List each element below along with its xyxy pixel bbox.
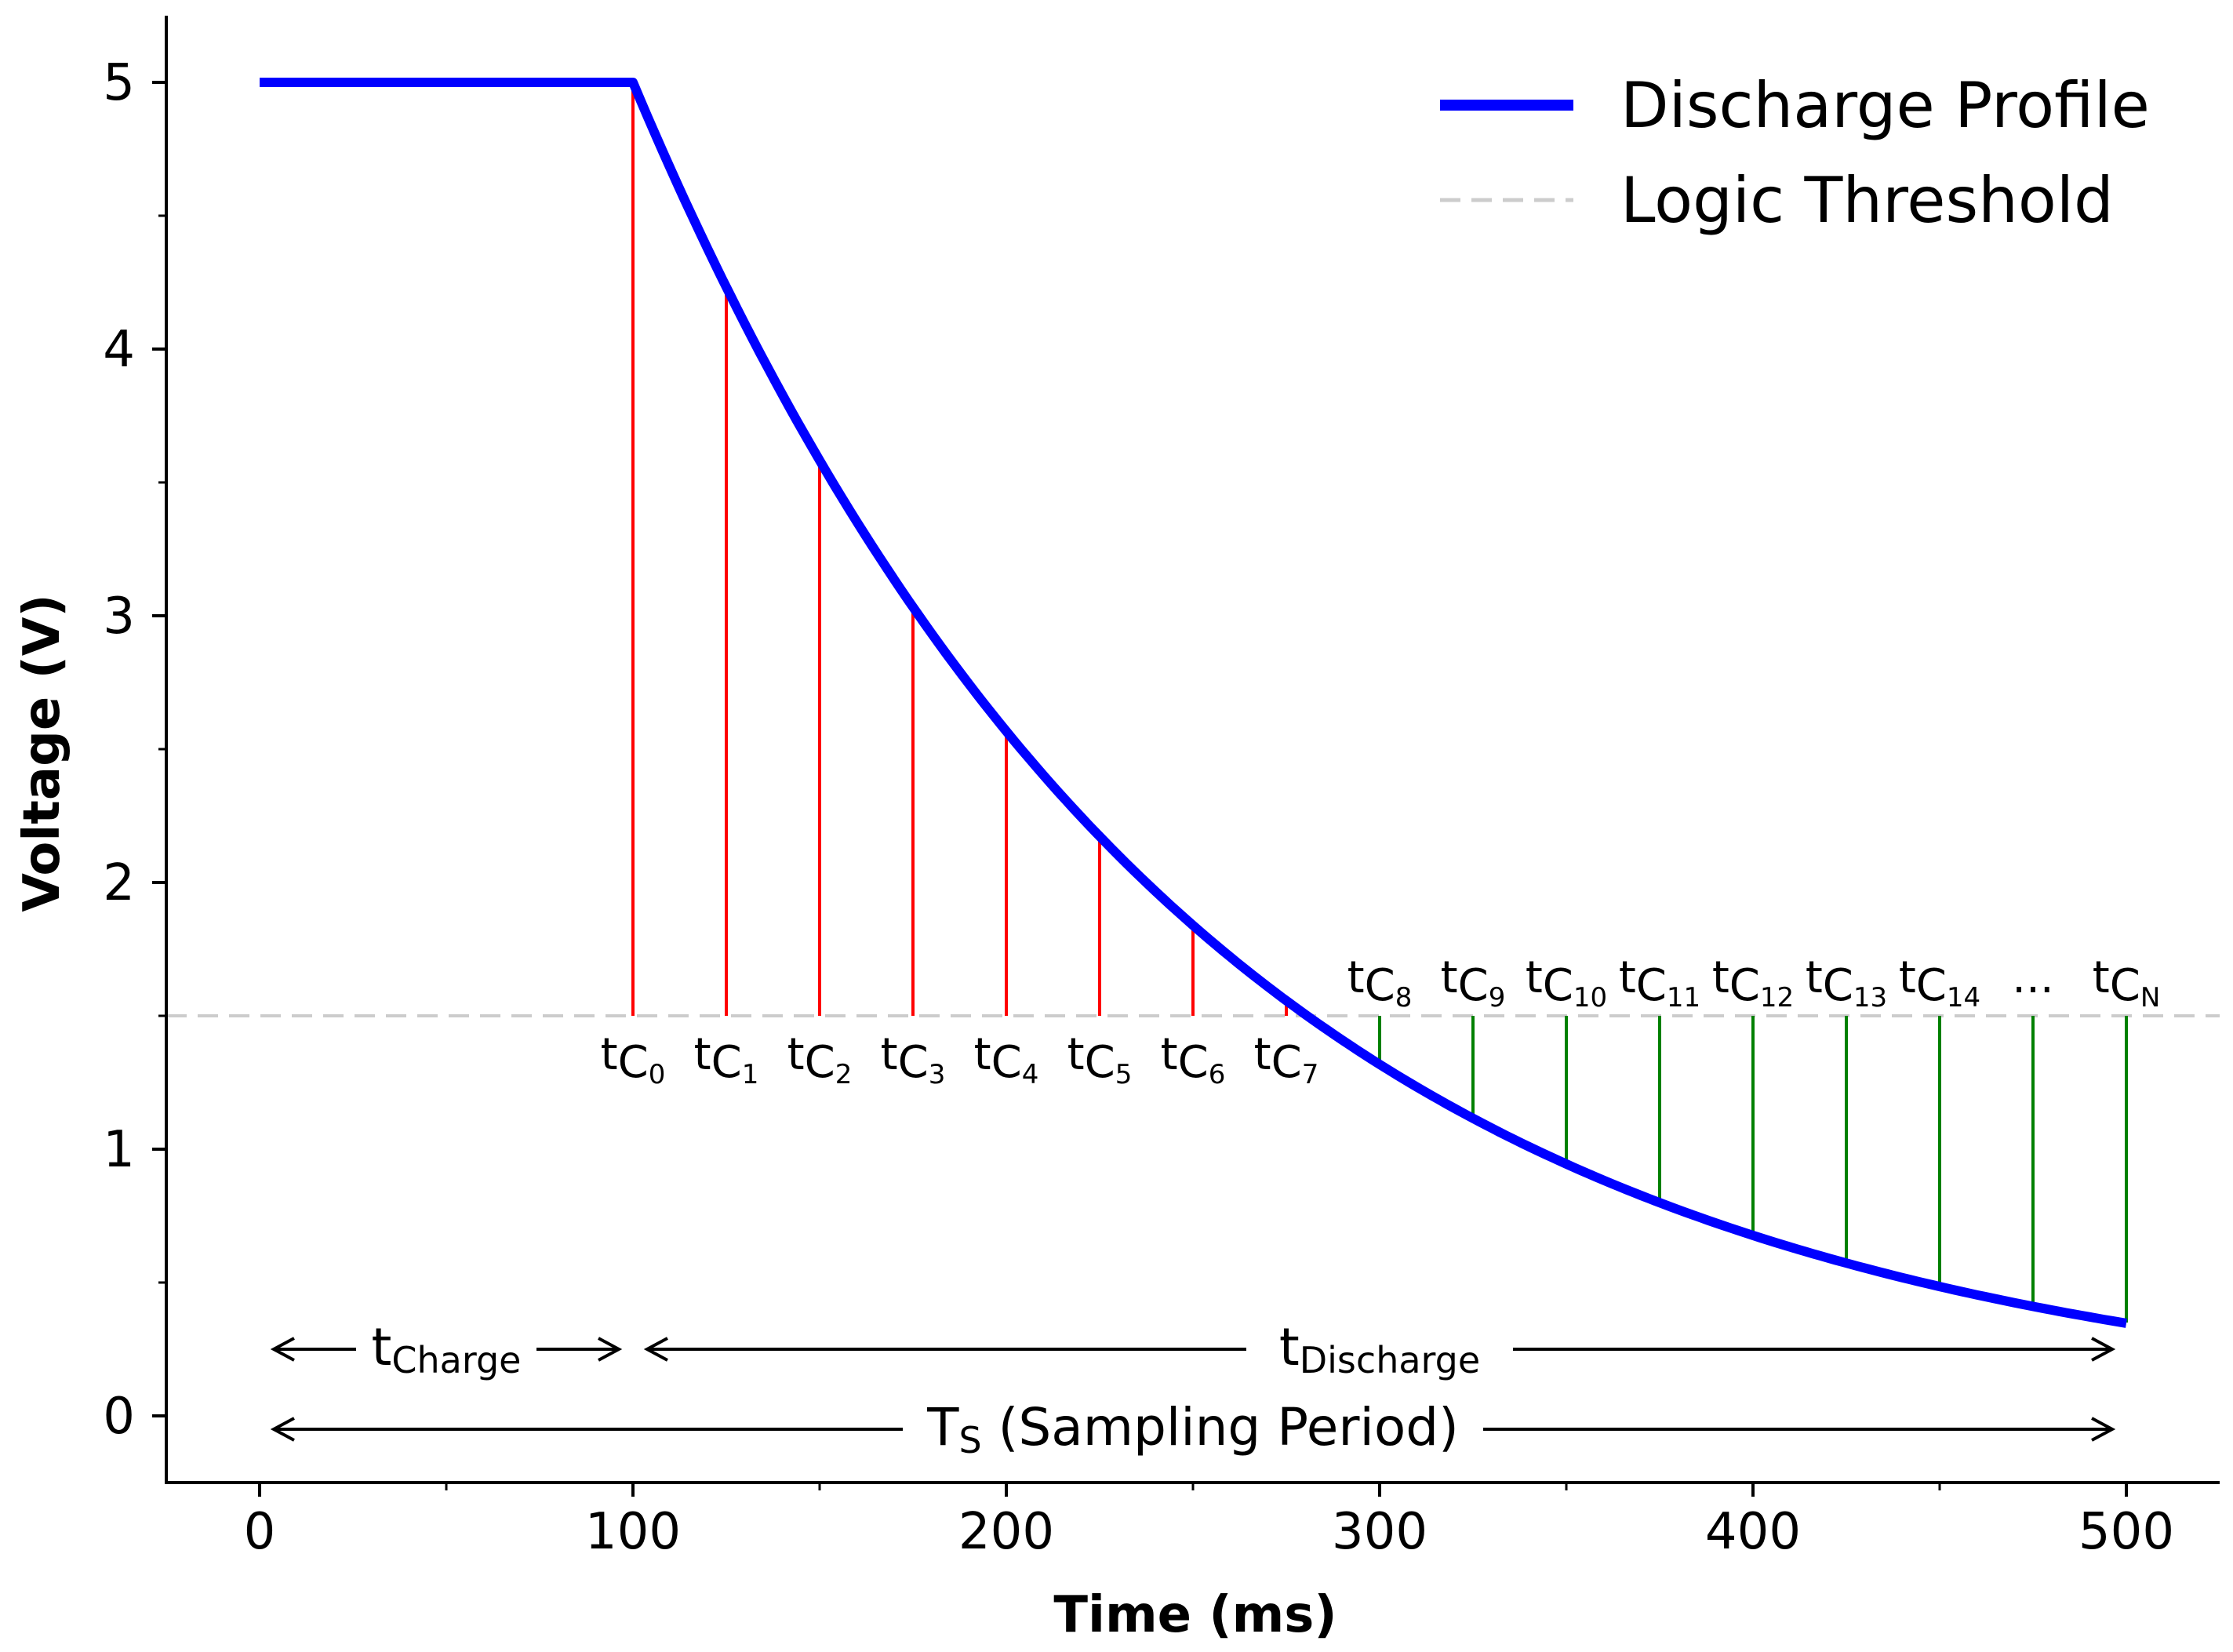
x-tick-label: 0: [244, 1503, 276, 1561]
x-tick-label: 400: [1705, 1503, 1801, 1561]
x-ticks: 0 100 200 300 400 500: [244, 1483, 2174, 1561]
sampling-period-label: TS (Sampling Period): [926, 1397, 1459, 1461]
sample-label-11: tC11: [1619, 952, 1700, 1013]
legend-label-discharge-profile: Discharge Profile: [1620, 69, 2150, 142]
sample-label-0: tC0: [601, 1029, 666, 1090]
x-tick-label: 100: [585, 1503, 681, 1561]
x-tick-label: 300: [1332, 1503, 1427, 1561]
charge-label: tCharge: [372, 1317, 522, 1381]
interval-annotations: tCharge tDischarge TS (Sampling Period): [270, 1317, 2116, 1461]
sample-label-15: ...: [2012, 952, 2053, 1003]
discharge-arrowhead-right: [2091, 1337, 2116, 1362]
sample-label-4: tC4: [974, 1029, 1039, 1090]
curve-layer: [260, 78, 2127, 1328]
y-axis-label: Voltage (V): [13, 594, 71, 912]
legend: Discharge Profile Logic Threshold: [1440, 69, 2150, 237]
discharge-annotation: tDischarge: [643, 1317, 2116, 1381]
y-tick-label: 0: [103, 1388, 135, 1446]
sample-label-13: tC13: [1806, 952, 1887, 1013]
sample-label-14: tC14: [1899, 952, 1980, 1013]
charge-arrowhead-right: [598, 1337, 623, 1362]
sample-stems: [631, 82, 2128, 1323]
discharge-label: tDischarge: [1279, 1317, 1480, 1381]
sample-label-7: tC7: [1254, 1029, 1319, 1090]
sampling-period-annotation: TS (Sampling Period): [270, 1397, 2116, 1461]
sample-label-9: tC9: [1441, 952, 1506, 1013]
legend-label-logic-threshold: Logic Threshold: [1620, 164, 2114, 237]
y-tick-label: 5: [103, 54, 135, 112]
sample-label-12: tC12: [1712, 952, 1794, 1013]
axes: 0 100 200 300 400 500 0 1 2 3 4 5: [103, 16, 2220, 1561]
sample-label-1: tC1: [694, 1029, 759, 1090]
discharge-profile-line: [260, 78, 2127, 1328]
sampling-period-arrowhead-right: [2091, 1417, 2116, 1442]
sample-label-2: tC2: [787, 1029, 853, 1090]
x-axis-label: Time (ms): [1053, 1586, 1337, 1644]
sample-label-8: tC8: [1347, 952, 1413, 1013]
y-ticks: 0 1 2 3 4 5: [103, 54, 166, 1446]
sampling-period-arrowhead-left: [270, 1417, 295, 1442]
y-tick-label: 3: [103, 588, 135, 646]
y-tick-label: 2: [103, 854, 135, 912]
charge-annotation: tCharge: [270, 1317, 623, 1381]
sample-label-10: tC10: [1526, 952, 1607, 1013]
charge-arrowhead-left: [270, 1337, 295, 1362]
sample-label-3: tC3: [881, 1029, 946, 1090]
x-tick-label: 200: [958, 1503, 1054, 1561]
sample-label-6: tC6: [1161, 1029, 1226, 1090]
y-tick-label: 1: [103, 1121, 135, 1179]
sample-label-16: tCN: [2093, 952, 2161, 1013]
x-tick-label: 500: [2078, 1503, 2174, 1561]
discharge-arrowhead-left: [643, 1337, 668, 1362]
y-tick-label: 4: [103, 321, 135, 379]
sample-label-5: tC5: [1067, 1029, 1133, 1090]
